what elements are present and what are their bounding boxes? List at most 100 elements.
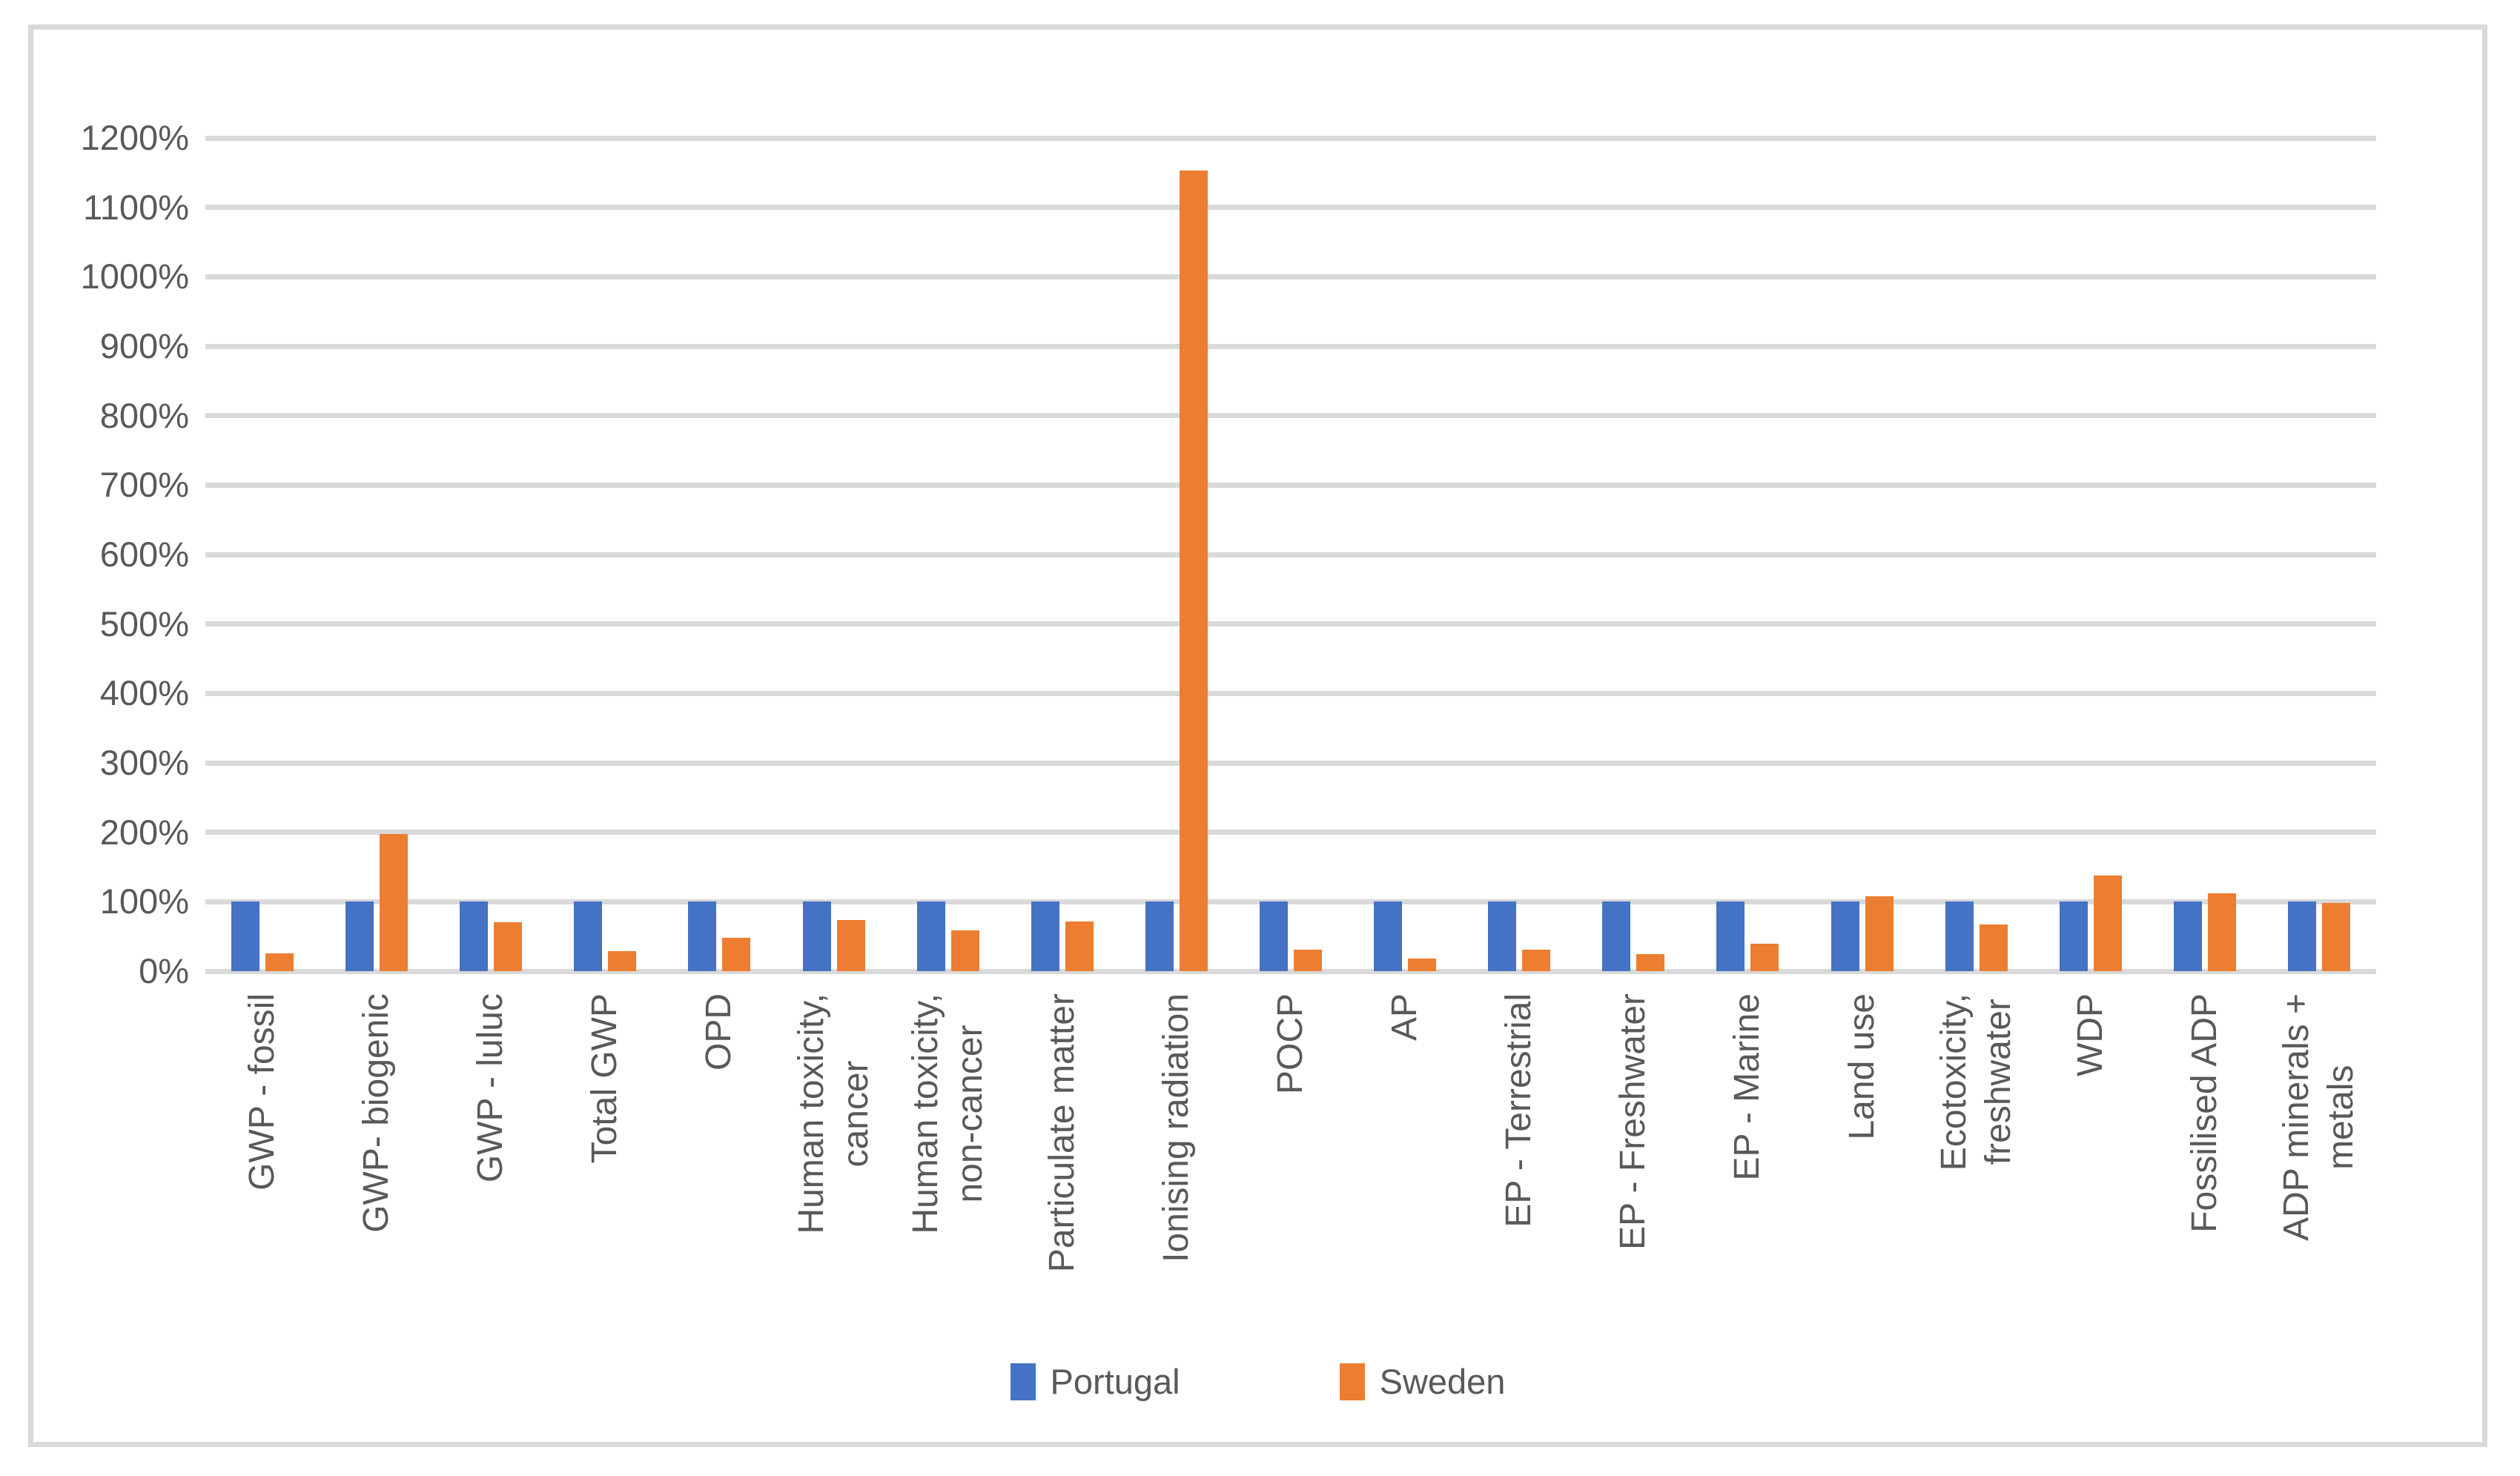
- gridline-0: [205, 968, 2376, 974]
- x-label-9: POCP: [1270, 993, 1310, 1095]
- x-label-wrap-4: OPD: [662, 993, 776, 1342]
- x-label-11: EP - Terrestrial: [1499, 993, 1539, 1228]
- x-label-3: Total GWP: [585, 993, 625, 1164]
- bar-portugal-3: [574, 901, 603, 971]
- x-label-10: AP: [1385, 993, 1425, 1042]
- bar-portugal-4: [688, 901, 717, 971]
- x-label-wrap-10: AP: [1348, 993, 1462, 1342]
- y-tick-label-500: 500%: [99, 603, 189, 643]
- bar-sweden-2: [494, 922, 523, 971]
- x-label-wrap-18: ADP minerals + metals: [2262, 993, 2376, 1342]
- x-label-wrap-5: Human toxicity, cancer: [777, 993, 891, 1342]
- legend-swatch-portugal: [1010, 1363, 1036, 1400]
- gridline-700: [205, 482, 2376, 488]
- bar-sweden-10: [1408, 959, 1437, 971]
- x-label-7: Particulate matter: [1042, 993, 1082, 1273]
- bar-portugal-1: [345, 901, 374, 971]
- x-label-wrap-3: Total GWP: [548, 993, 662, 1342]
- bar-portugal-18: [2287, 901, 2316, 971]
- gridline-300: [205, 760, 2376, 766]
- gridline-600: [205, 552, 2376, 557]
- bar-sweden-11: [1522, 949, 1551, 971]
- bar-portugal-14: [1831, 901, 1859, 971]
- y-tick-label-1100: 1100%: [83, 187, 189, 227]
- y-tick-label-1000: 1000%: [80, 257, 189, 297]
- bar-sweden-7: [1065, 921, 1094, 971]
- x-label-2: GWP - luluc: [471, 993, 511, 1183]
- bar-sweden-15: [1979, 924, 2008, 971]
- x-label-5: Human toxicity, cancer: [791, 993, 876, 1234]
- bar-sweden-17: [2207, 893, 2236, 971]
- x-label-wrap-1: GWP- biogenic: [320, 993, 434, 1342]
- gridline-800: [205, 413, 2376, 419]
- y-tick-label-800: 800%: [99, 395, 189, 435]
- bar-sweden-8: [1179, 171, 1208, 971]
- y-tick-label-400: 400%: [99, 673, 189, 713]
- bar-portugal-7: [1031, 901, 1059, 971]
- x-label-wrap-13: EP - Marine: [1690, 993, 1805, 1342]
- x-label-wrap-11: EP - Terrestrial: [1462, 993, 1576, 1342]
- x-label-16: WDP: [2070, 993, 2110, 1076]
- x-label-17: Fossilised ADP: [2184, 993, 2224, 1233]
- x-label-wrap-12: EP - Freshwater: [1576, 993, 1690, 1342]
- y-tick-label-200: 200%: [99, 812, 189, 852]
- bar-portugal-17: [2173, 901, 2202, 971]
- gridline-200: [205, 830, 2376, 835]
- legend-item-portugal: Portugal: [1010, 1361, 1180, 1403]
- bar-sweden-13: [1750, 943, 1779, 971]
- legend-label-portugal: Portugal: [1050, 1362, 1180, 1401]
- x-label-1: GWP- biogenic: [357, 993, 397, 1233]
- gridline-100: [205, 898, 2376, 904]
- x-label-14: Land use: [1842, 993, 1882, 1140]
- x-label-18: ADP minerals + metals: [2276, 993, 2361, 1241]
- bar-portugal-0: [231, 901, 260, 971]
- bar-sweden-1: [380, 833, 409, 971]
- gridline-1000: [205, 274, 2376, 279]
- legend-item-sweden: Sweden: [1339, 1361, 1506, 1403]
- y-tick-label-300: 300%: [99, 743, 189, 782]
- bar-sweden-5: [836, 919, 865, 971]
- x-label-wrap-16: WDP: [2034, 993, 2148, 1342]
- chart-frame: [28, 24, 2487, 1447]
- x-label-wrap-8: Ionising radiation: [1120, 993, 1234, 1342]
- x-label-4: OPD: [699, 993, 739, 1071]
- bar-sweden-6: [950, 930, 979, 971]
- x-label-wrap-0: GWP - fossil: [205, 993, 320, 1342]
- bar-sweden-16: [2093, 875, 2122, 971]
- gridline-1100: [205, 205, 2376, 211]
- x-label-wrap-14: Land use: [1805, 993, 1919, 1342]
- x-label-15: Ecotoxicity, freshwater: [1934, 993, 2018, 1171]
- y-tick-label-0: 0%: [139, 951, 189, 990]
- bar-portugal-11: [1488, 901, 1517, 971]
- x-label-wrap-9: POCP: [1234, 993, 1348, 1342]
- legend-label-sweden: Sweden: [1379, 1362, 1506, 1401]
- bar-sweden-9: [1294, 949, 1322, 971]
- x-label-0: GWP - fossil: [242, 993, 282, 1191]
- bar-portugal-8: [1145, 901, 1174, 971]
- gridline-1200: [205, 135, 2376, 141]
- x-label-13: EP - Marine: [1727, 993, 1767, 1181]
- x-label-6: Human toxicity, non-cancer: [905, 993, 990, 1234]
- x-label-8: Ionising radiation: [1156, 993, 1196, 1262]
- x-label-wrap-6: Human toxicity, non-cancer: [891, 993, 1005, 1342]
- bar-portugal-10: [1374, 901, 1403, 971]
- bar-portugal-2: [460, 901, 489, 971]
- bar-sweden-14: [1865, 896, 1894, 971]
- bar-sweden-12: [1636, 953, 1665, 971]
- y-tick-label-100: 100%: [99, 881, 189, 921]
- y-tick-label-1200: 1200%: [80, 118, 189, 157]
- x-label-12: EP - Freshwater: [1613, 993, 1653, 1250]
- bar-portugal-13: [1716, 901, 1745, 971]
- legend: Portugal Sweden: [33, 1361, 2482, 1403]
- x-label-wrap-15: Ecotoxicity, freshwater: [1919, 993, 2034, 1342]
- bar-sweden-3: [608, 950, 637, 971]
- bar-portugal-5: [802, 901, 831, 971]
- bar-portugal-9: [1260, 901, 1288, 971]
- legend-swatch-sweden: [1339, 1363, 1365, 1400]
- gridline-500: [205, 621, 2376, 627]
- x-label-wrap-17: Fossilised ADP: [2148, 993, 2262, 1342]
- bar-sweden-4: [722, 938, 751, 971]
- y-tick-label-600: 600%: [99, 535, 189, 574]
- bar-sweden-18: [2321, 903, 2350, 971]
